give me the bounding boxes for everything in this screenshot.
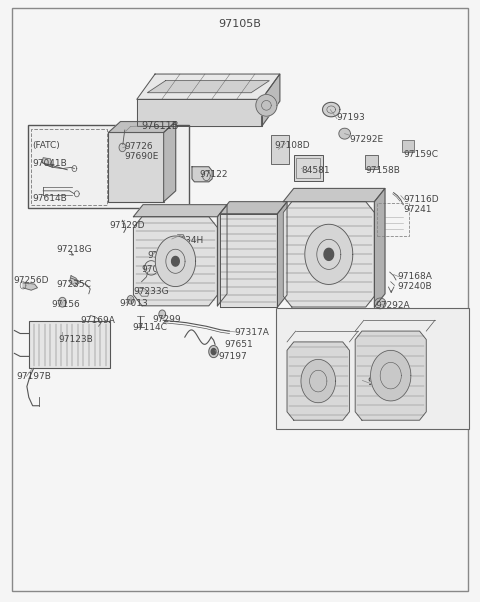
Polygon shape bbox=[355, 331, 426, 420]
Polygon shape bbox=[42, 158, 53, 167]
Polygon shape bbox=[301, 359, 336, 403]
Polygon shape bbox=[133, 217, 217, 306]
Text: 97256D: 97256D bbox=[13, 276, 49, 285]
Bar bbox=[108, 132, 164, 202]
Bar bbox=[294, 155, 323, 181]
Text: 97726
97690E: 97726 97690E bbox=[125, 142, 159, 161]
Polygon shape bbox=[59, 297, 66, 307]
Polygon shape bbox=[23, 283, 37, 290]
Text: 97241: 97241 bbox=[403, 205, 432, 214]
Polygon shape bbox=[217, 205, 227, 306]
Bar bbox=[365, 155, 378, 169]
Bar bbox=[296, 158, 320, 178]
Text: 97614B: 97614B bbox=[33, 194, 67, 203]
Polygon shape bbox=[287, 342, 349, 420]
Polygon shape bbox=[220, 214, 277, 307]
Polygon shape bbox=[133, 205, 227, 217]
Text: 97299: 97299 bbox=[153, 315, 181, 323]
Polygon shape bbox=[137, 99, 262, 126]
Polygon shape bbox=[192, 167, 212, 182]
Polygon shape bbox=[277, 202, 287, 307]
Polygon shape bbox=[220, 202, 287, 214]
Text: 97041B: 97041B bbox=[33, 160, 67, 168]
Text: 97013: 97013 bbox=[119, 299, 148, 308]
Polygon shape bbox=[119, 143, 126, 152]
Text: 97129D: 97129D bbox=[109, 221, 145, 229]
Polygon shape bbox=[172, 256, 180, 266]
Polygon shape bbox=[262, 74, 280, 126]
Text: 97042: 97042 bbox=[142, 265, 170, 274]
Polygon shape bbox=[256, 95, 277, 116]
Text: 97158B: 97158B bbox=[366, 167, 401, 175]
Text: 97317A: 97317A bbox=[234, 328, 269, 337]
Polygon shape bbox=[374, 188, 385, 307]
Text: 97292A: 97292A bbox=[375, 302, 410, 310]
Text: 97234H: 97234H bbox=[168, 237, 203, 245]
Text: 97193: 97193 bbox=[336, 114, 365, 122]
Polygon shape bbox=[156, 236, 196, 287]
Text: 97123B: 97123B bbox=[59, 335, 93, 344]
Bar bbox=[271, 135, 289, 164]
Text: 97159C: 97159C bbox=[403, 150, 438, 158]
Text: 97122: 97122 bbox=[199, 170, 228, 179]
Text: 97168A
97240B: 97168A 97240B bbox=[397, 272, 432, 291]
Text: 84581: 84581 bbox=[301, 167, 330, 175]
Polygon shape bbox=[283, 202, 374, 307]
Polygon shape bbox=[127, 296, 134, 304]
Polygon shape bbox=[70, 276, 79, 286]
Text: 97651: 97651 bbox=[225, 340, 253, 349]
Bar bbox=[402, 140, 414, 152]
Text: 97105B: 97105B bbox=[218, 19, 262, 29]
Bar bbox=[276, 308, 469, 429]
Polygon shape bbox=[374, 298, 386, 309]
Text: 97292E: 97292E bbox=[349, 135, 384, 144]
Polygon shape bbox=[371, 350, 411, 401]
Text: 97114C: 97114C bbox=[132, 323, 167, 332]
Text: 97611B: 97611B bbox=[142, 122, 179, 131]
Text: 97218G: 97218G bbox=[57, 246, 92, 254]
Text: 97233G: 97233G bbox=[133, 288, 169, 296]
Polygon shape bbox=[159, 310, 166, 318]
Text: 97197B: 97197B bbox=[17, 372, 52, 380]
Text: 97235C: 97235C bbox=[57, 281, 92, 289]
Polygon shape bbox=[144, 261, 158, 275]
Bar bbox=[377, 203, 409, 236]
Bar bbox=[28, 125, 189, 208]
Polygon shape bbox=[283, 188, 385, 202]
Polygon shape bbox=[305, 225, 353, 284]
Text: (FATC): (FATC) bbox=[33, 141, 60, 150]
Polygon shape bbox=[147, 81, 269, 93]
Text: 97108D: 97108D bbox=[275, 141, 310, 150]
Polygon shape bbox=[211, 349, 216, 355]
Polygon shape bbox=[209, 346, 218, 358]
Polygon shape bbox=[324, 249, 334, 260]
Polygon shape bbox=[164, 122, 176, 202]
Bar bbox=[29, 321, 110, 368]
Bar bbox=[31, 129, 107, 205]
Polygon shape bbox=[137, 74, 280, 99]
Polygon shape bbox=[108, 122, 176, 132]
Text: 97116D: 97116D bbox=[403, 196, 439, 204]
Text: 97197: 97197 bbox=[218, 352, 247, 361]
Text: 97156: 97156 bbox=[52, 300, 81, 309]
Text: 97001: 97001 bbox=[367, 377, 400, 387]
Polygon shape bbox=[339, 128, 350, 139]
Polygon shape bbox=[323, 102, 340, 117]
Text: 97169A: 97169A bbox=[81, 316, 116, 324]
Text: 97152D: 97152D bbox=[148, 251, 183, 259]
